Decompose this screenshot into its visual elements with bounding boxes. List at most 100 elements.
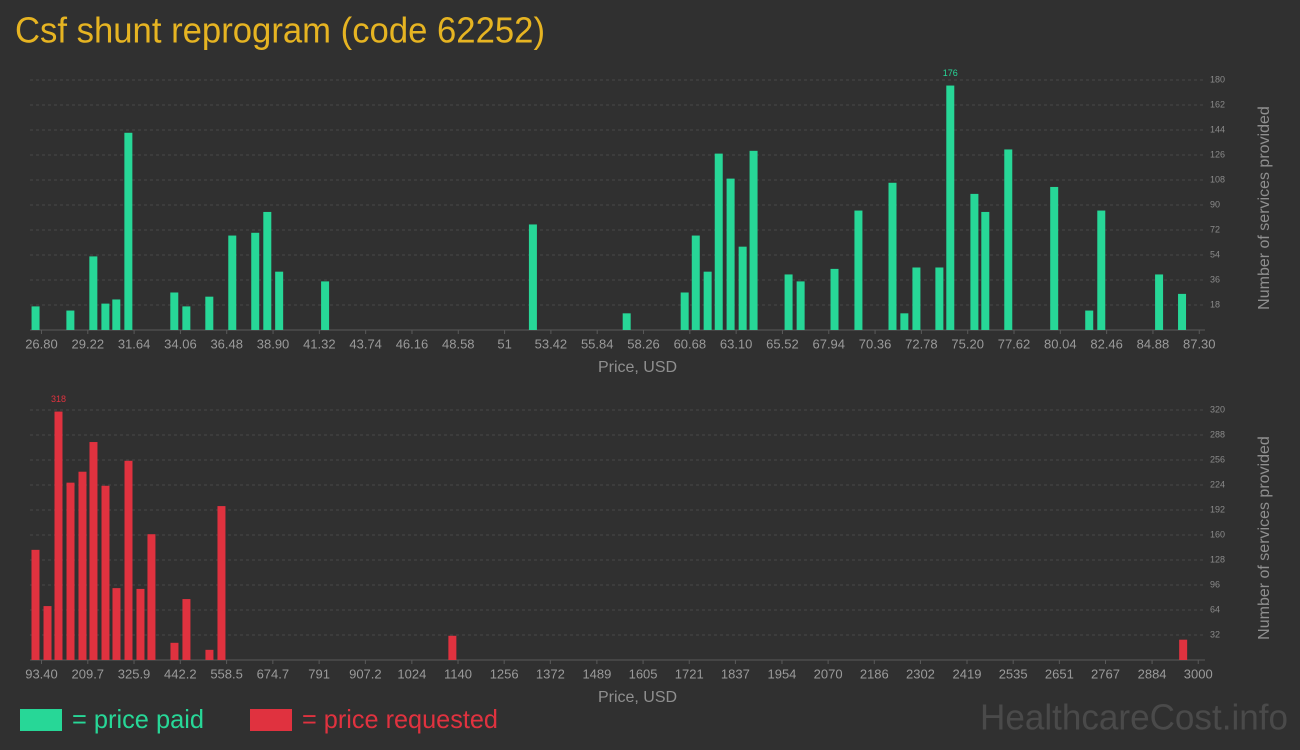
bar	[112, 588, 121, 660]
legend-label: = price paid	[72, 704, 204, 734]
x-tick-label: 87.30	[1183, 336, 1216, 351]
y-tick-label: 96	[1210, 579, 1220, 589]
y-tick-label: 224	[1210, 479, 1225, 489]
bar	[89, 442, 98, 660]
bar	[89, 256, 98, 330]
x-tick-label: 63.10	[720, 336, 753, 351]
y-axis-label: Number of services provided	[1256, 106, 1273, 310]
bar	[1085, 310, 1094, 330]
bar	[1097, 210, 1106, 330]
y-tick-label: 18	[1210, 299, 1220, 309]
bar	[31, 549, 40, 660]
bar	[54, 411, 63, 660]
y-tick-label: 144	[1210, 124, 1225, 134]
x-tick-label: 80.04	[1044, 336, 1077, 351]
bar	[182, 306, 191, 330]
bar	[182, 599, 191, 660]
bar	[1155, 274, 1164, 330]
bar	[888, 182, 897, 330]
bar	[101, 485, 110, 660]
x-tick-label: 29.22	[72, 336, 105, 351]
bar	[796, 281, 805, 330]
bar	[275, 271, 284, 330]
x-tick-label: 72.78	[905, 336, 938, 351]
x-tick-label: 60.68	[674, 336, 707, 351]
y-tick-label: 128	[1210, 554, 1225, 564]
x-tick-label: 82.46	[1090, 336, 1123, 351]
bar	[703, 271, 712, 330]
x-tick-label: 65.52	[766, 336, 799, 351]
x-tick-label: 907.2	[349, 666, 382, 681]
bar	[124, 460, 133, 660]
legend-swatch	[20, 709, 62, 731]
x-tick-label: 1140	[444, 666, 472, 681]
x-axis-label: Price, USD	[598, 689, 677, 706]
x-tick-label: 1372	[536, 666, 565, 681]
y-tick-label: 256	[1210, 454, 1225, 464]
x-tick-label: 36.48	[210, 336, 243, 351]
bar	[970, 193, 979, 330]
bar	[726, 178, 735, 330]
bar	[321, 281, 330, 330]
bar	[112, 299, 121, 330]
x-tick-label: 46.16	[396, 336, 429, 351]
x-tick-label: 1954	[767, 666, 796, 681]
y-tick-label: 180	[1210, 74, 1225, 84]
y-tick-label: 108	[1210, 174, 1225, 184]
x-tick-label: 2419	[953, 666, 982, 681]
x-tick-label: 67.94	[812, 336, 845, 351]
x-tick-label: 674.7	[257, 666, 290, 681]
bar	[946, 85, 955, 330]
x-tick-label: 93.40	[25, 666, 58, 681]
x-tick-label: 38.90	[257, 336, 290, 351]
bar	[680, 292, 689, 330]
bar	[205, 649, 214, 660]
x-tick-label: 84.88	[1137, 336, 1170, 351]
bar	[31, 306, 40, 330]
x-tick-label: 55.84	[581, 336, 614, 351]
bar	[78, 471, 87, 660]
x-tick-label: 34.06	[164, 336, 197, 351]
x-tick-label: 70.36	[859, 336, 892, 351]
bar	[1178, 293, 1187, 330]
x-tick-label: 43.74	[349, 336, 382, 351]
x-tick-label: 2767	[1091, 666, 1120, 681]
bar	[101, 303, 110, 330]
x-tick-label: 2884	[1138, 666, 1167, 681]
x-tick-label: 75.20	[951, 336, 984, 351]
bar	[691, 235, 700, 330]
bar	[738, 246, 747, 330]
bar	[147, 534, 156, 660]
legend-label: = price requested	[302, 704, 498, 734]
y-tick-label: 162	[1210, 99, 1225, 109]
bar	[66, 482, 75, 660]
bar	[714, 153, 723, 330]
y-tick-label: 126	[1210, 149, 1225, 159]
x-axis-label: Price, USD	[598, 359, 677, 376]
x-tick-label: 1024	[397, 666, 426, 681]
y-tick-label: 320	[1210, 404, 1225, 414]
bar	[170, 642, 179, 660]
x-tick-label: 1256	[490, 666, 519, 681]
y-tick-label: 192	[1210, 504, 1225, 514]
bar	[170, 292, 179, 330]
bar	[830, 268, 839, 330]
bar	[749, 150, 758, 330]
x-tick-label: 58.26	[627, 336, 660, 351]
bar	[43, 606, 52, 660]
bar-value-label: 318	[51, 394, 66, 404]
y-tick-label: 90	[1210, 199, 1220, 209]
bar	[205, 296, 214, 330]
x-tick-label: 2186	[860, 666, 889, 681]
x-tick-label: 26.80	[25, 336, 58, 351]
x-tick-label: 3000	[1184, 666, 1213, 681]
bar	[900, 313, 909, 330]
y-tick-label: 64	[1210, 604, 1220, 614]
x-tick-label: 48.58	[442, 336, 475, 351]
bar	[263, 211, 272, 330]
x-tick-label: 442.2	[164, 666, 197, 681]
y-tick-label: 36	[1210, 274, 1220, 284]
x-tick-label: 41.32	[303, 336, 336, 351]
y-tick-label: 160	[1210, 529, 1225, 539]
